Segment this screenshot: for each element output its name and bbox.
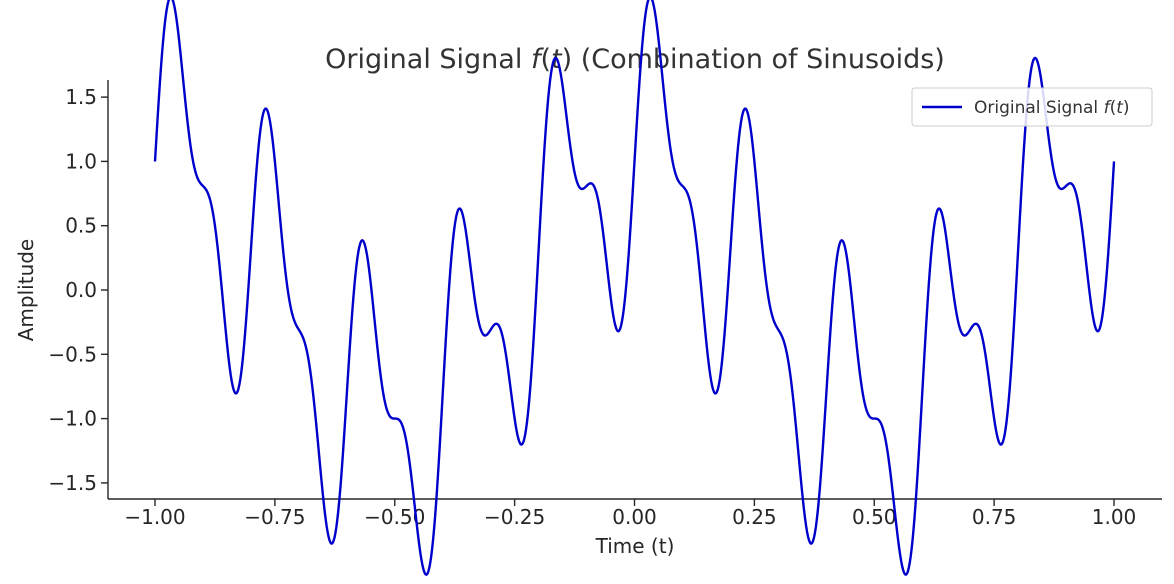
x-tick-label: 0.75 bbox=[972, 505, 1017, 529]
x-tick-label: 0.25 bbox=[732, 505, 777, 529]
y-tick-label: −1.5 bbox=[48, 471, 97, 495]
x-tick-label: 1.00 bbox=[1092, 505, 1137, 529]
legend-box bbox=[911, 87, 1153, 127]
y-tick-label: 1.0 bbox=[65, 149, 97, 173]
x-tick-label: 0.50 bbox=[852, 505, 897, 529]
x-axis-ticks: −1.00 −0.75 −0.50 −0.25 0.00 0.25 0.50 0.75 1.00 bbox=[124, 499, 1136, 529]
y-tick-label: −1.0 bbox=[48, 407, 97, 431]
chart-title: Original Signal f(t) (Combination of Sin… bbox=[325, 44, 945, 75]
y-tick-label: 0.0 bbox=[65, 278, 97, 302]
y-tick-label: −0.5 bbox=[48, 342, 97, 366]
x-tick-label: 0.00 bbox=[612, 505, 657, 529]
y-axis-ticks: −1.5 −1.0 −0.5 0.0 0.5 1.0 1.5 bbox=[48, 85, 108, 495]
y-tick-label: 1.5 bbox=[65, 85, 97, 109]
x-axis-label: Time (t) bbox=[595, 534, 675, 558]
x-tick-label: −1.00 bbox=[124, 505, 185, 529]
series-line-original-signal bbox=[153, 0, 1116, 576]
y-tick-label: 0.5 bbox=[65, 214, 97, 238]
x-tick-label: −0.75 bbox=[244, 505, 305, 529]
x-tick-label: −0.25 bbox=[484, 505, 545, 529]
legend-label: Original Signal f(t) bbox=[974, 98, 1130, 118]
y-axis-label: Amplitude bbox=[14, 239, 38, 342]
legend: Original Signal f(t) bbox=[911, 87, 1153, 127]
